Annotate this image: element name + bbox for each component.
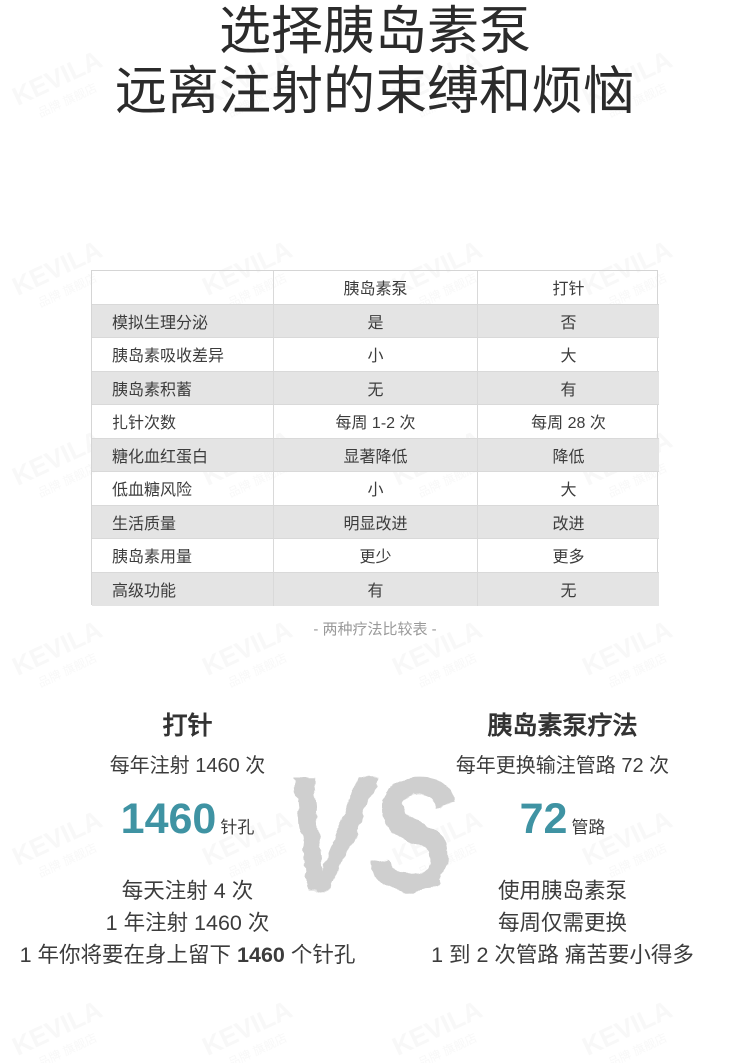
svg-text:VS: VS [283, 744, 456, 925]
